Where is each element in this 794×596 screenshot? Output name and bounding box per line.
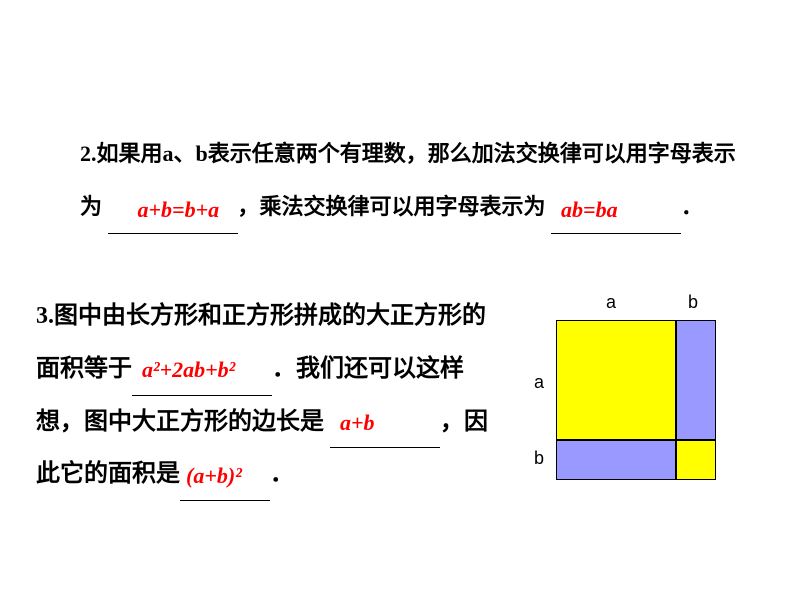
- blank-2-2: ab=ba: [551, 209, 681, 233]
- answer-3-1: a²+2ab+b²: [142, 346, 235, 394]
- problem-3-part4: ．: [270, 461, 294, 487]
- square-b-b: [676, 440, 716, 480]
- problem-2-suffix: ．: [681, 194, 703, 219]
- answer-2-1: a+b=b+a: [138, 184, 220, 237]
- diagram-label-b-left: b: [534, 448, 544, 469]
- problem-2-mid: ，乘法交换律可以用字母表示为: [238, 194, 546, 219]
- rect-a-b-right: [676, 320, 716, 440]
- diagram-label-a-left: a: [534, 372, 544, 393]
- blank-3-1: a²+2ab+b²: [132, 369, 272, 395]
- problem-2: 2.如果用a、b表示任意两个有理数，那么加法交换律可以用字母表示为 a+b=b+…: [80, 128, 740, 234]
- rect-a-b-bottom: [556, 440, 676, 480]
- blank-2-1: a+b=b+a: [108, 209, 238, 233]
- blank-3-3: (a+b)²: [180, 475, 270, 501]
- square-diagram: a b a b: [516, 290, 726, 490]
- square-a-a: [556, 320, 676, 440]
- problem-3: 3.图中由长方形和正方形拼成的大正方形的面积等于 a²+2ab+b² ．我们还可…: [36, 290, 506, 501]
- answer-3-3: (a+b)²: [186, 452, 242, 500]
- answer-2-2: ab=ba: [561, 184, 618, 237]
- answer-3-2: a+b: [340, 399, 375, 447]
- diagram-label-a-top: a: [606, 292, 616, 313]
- diagram-label-b-top: b: [688, 292, 698, 313]
- slide-page: 2.如果用a、b表示任意两个有理数，那么加法交换律可以用字母表示为 a+b=b+…: [0, 0, 794, 596]
- blank-3-2: a+b: [330, 422, 440, 448]
